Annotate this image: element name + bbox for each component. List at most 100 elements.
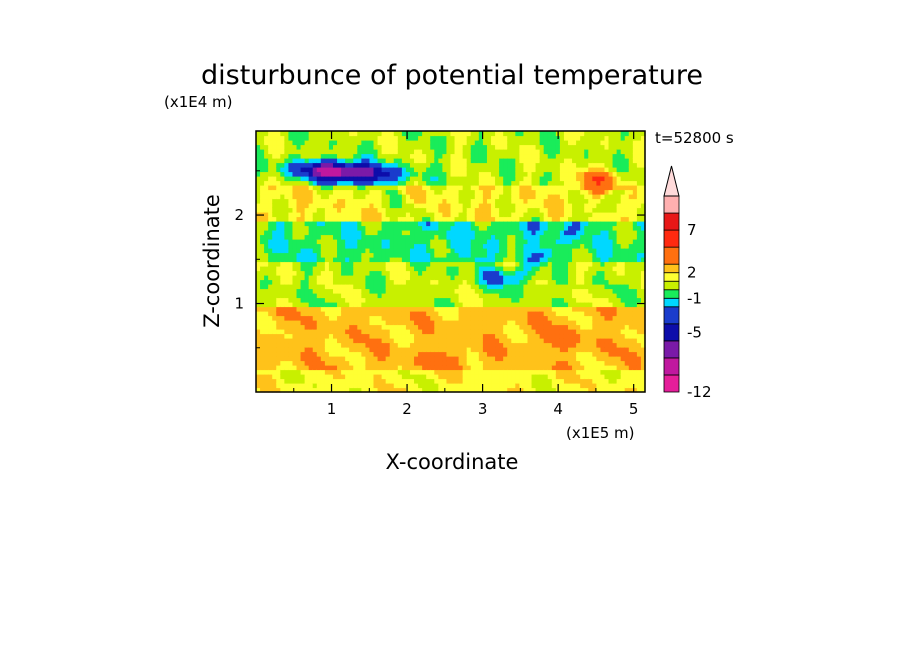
- heatmap-cell: [276, 135, 281, 141]
- heatmap-cell: [409, 212, 415, 218]
- heatmap-cell: [430, 320, 435, 326]
- heatmap-cell: [272, 320, 277, 326]
- heatmap-cell: [353, 176, 358, 182]
- heatmap-cell: [357, 378, 362, 384]
- heatmap-cell: [405, 333, 411, 339]
- heatmap-cell: [272, 131, 277, 137]
- heatmap-cell: [600, 360, 606, 366]
- heatmap-cell: [409, 365, 415, 371]
- heatmap-cell: [491, 180, 496, 186]
- heatmap-cell: [284, 216, 290, 222]
- heatmap-cell: [272, 297, 277, 303]
- heatmap-cell: [568, 216, 573, 222]
- heatmap-cell: [312, 302, 318, 308]
- heatmap-cell: [365, 149, 371, 155]
- heatmap-cell: [389, 239, 395, 245]
- heatmap-cell: [284, 360, 290, 366]
- heatmap-cell: [482, 383, 488, 389]
- heatmap-cell: [559, 288, 565, 294]
- heatmap-cell: [276, 275, 281, 281]
- heatmap-cell: [405, 378, 411, 384]
- heatmap-cell: [499, 153, 504, 159]
- heatmap-cell: [357, 374, 362, 380]
- heatmap-cell: [328, 284, 334, 290]
- heatmap-cell: [373, 387, 379, 393]
- heatmap-cell: [361, 180, 366, 186]
- heatmap-cell: [572, 383, 577, 389]
- heatmap-cell: [365, 171, 371, 177]
- heatmap-cell: [300, 248, 306, 254]
- heatmap-cell: [515, 243, 520, 249]
- heatmap-cell: [389, 311, 395, 317]
- heatmap-cell: [320, 365, 326, 371]
- heatmap-cell: [288, 252, 294, 258]
- heatmap-cell: [385, 216, 391, 222]
- heatmap-cell: [450, 324, 456, 330]
- heatmap-cell: [268, 270, 273, 276]
- heatmap-cell: [450, 302, 456, 308]
- heatmap-cell: [304, 351, 310, 357]
- heatmap-cell: [523, 270, 529, 276]
- heatmap-cell: [353, 212, 358, 218]
- heatmap-cell: [389, 284, 395, 290]
- heatmap-cell: [272, 225, 277, 231]
- heatmap-cell: [491, 248, 496, 254]
- heatmap-cell: [418, 378, 423, 384]
- heatmap-cell: [568, 378, 573, 384]
- heatmap-cell: [588, 252, 593, 258]
- heatmap-cell: [324, 333, 330, 339]
- heatmap-cell: [345, 131, 350, 137]
- heatmap-cell: [426, 144, 431, 150]
- heatmap-cell: [523, 185, 529, 191]
- heatmap-cell: [328, 302, 334, 308]
- heatmap-cell: [596, 203, 602, 209]
- heatmap-cell: [551, 248, 557, 254]
- heatmap-cell: [268, 284, 273, 290]
- heatmap-cell: [576, 158, 581, 164]
- heatmap-cell: [555, 360, 561, 366]
- heatmap-cell: [369, 288, 375, 294]
- heatmap-cell: [555, 284, 561, 290]
- heatmap-cell: [555, 333, 561, 339]
- heatmap-cell: [576, 257, 581, 263]
- heatmap-cell: [600, 158, 606, 164]
- heatmap-cell: [466, 333, 472, 339]
- heatmap-cell: [393, 135, 399, 141]
- heatmap-cell: [357, 212, 362, 218]
- heatmap-cell: [462, 167, 468, 173]
- heatmap-cell: [450, 311, 456, 317]
- heatmap-cell: [478, 369, 484, 375]
- heatmap-cell: [438, 135, 443, 141]
- heatmap-cell: [260, 225, 265, 231]
- heatmap-cell: [324, 221, 330, 227]
- heatmap-cell: [470, 306, 476, 312]
- heatmap-cell: [320, 275, 326, 281]
- heatmap-cell: [555, 144, 561, 150]
- heatmap-cell: [600, 338, 606, 344]
- heatmap-cell: [588, 378, 593, 384]
- heatmap-cell: [304, 383, 310, 389]
- heatmap-cell: [300, 351, 306, 357]
- heatmap-cell: [563, 162, 569, 168]
- heatmap-cell: [414, 288, 419, 294]
- heatmap-cell: [539, 329, 545, 335]
- heatmap-cell: [418, 288, 423, 294]
- heatmap-cell: [414, 234, 419, 240]
- heatmap-cell: [316, 248, 322, 254]
- heatmap-cell: [559, 383, 565, 389]
- heatmap-cell: [551, 293, 557, 299]
- heatmap-cell: [531, 167, 537, 173]
- heatmap-cell: [527, 221, 533, 227]
- heatmap-cell: [288, 306, 294, 312]
- heatmap-cell: [357, 144, 362, 150]
- heatmap-cell: [288, 243, 294, 249]
- heatmap-cell: [454, 374, 460, 380]
- heatmap-cell: [418, 203, 423, 209]
- heatmap-cell: [300, 360, 306, 366]
- heatmap-cell: [292, 180, 298, 186]
- heatmap-cell: [377, 306, 383, 312]
- heatmap-cell: [559, 248, 565, 254]
- heatmap-cell: [397, 306, 403, 312]
- heatmap-cell: [304, 315, 310, 321]
- heatmap-cell: [381, 333, 387, 339]
